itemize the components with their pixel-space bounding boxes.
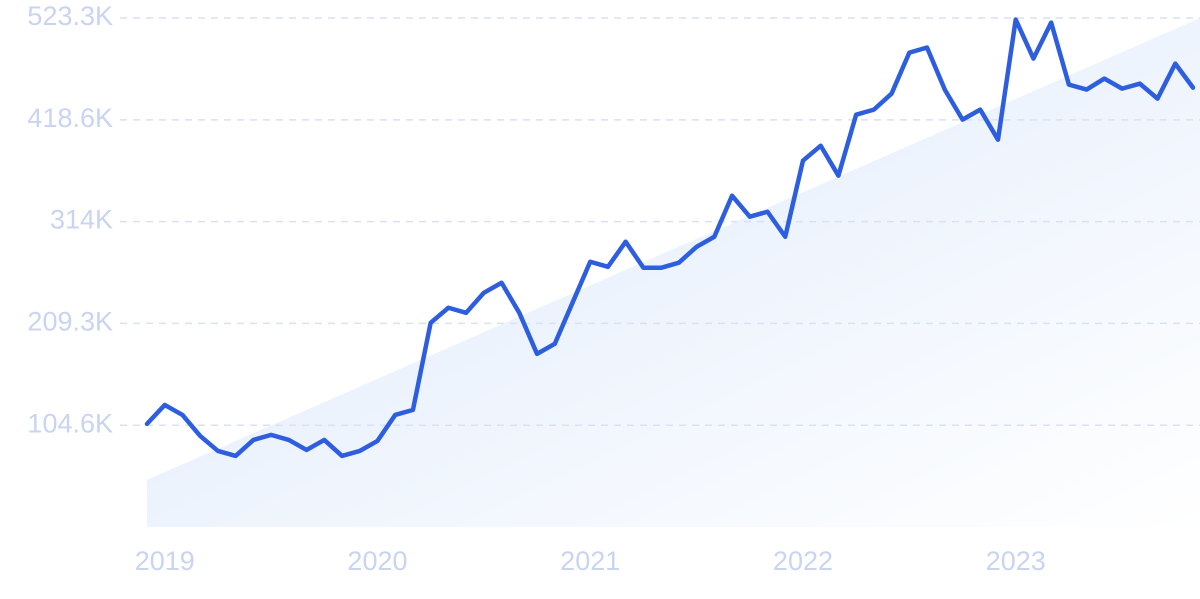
trend-area: [147, 18, 1200, 527]
y-tick-label: 209.3K: [27, 307, 113, 337]
x-tick-label: 2022: [773, 546, 833, 576]
y-tick-label: 104.6K: [27, 408, 113, 438]
x-tick-label: 2019: [135, 546, 195, 576]
x-tick-label: 2023: [986, 546, 1046, 576]
y-tick-label: 314K: [50, 205, 113, 235]
y-tick-label: 418.6K: [27, 103, 113, 133]
x-tick-label: 2020: [347, 546, 407, 576]
y-tick-label: 523.3K: [27, 1, 113, 31]
x-tick-label: 2021: [560, 546, 620, 576]
data-line: [144, 17, 1196, 459]
